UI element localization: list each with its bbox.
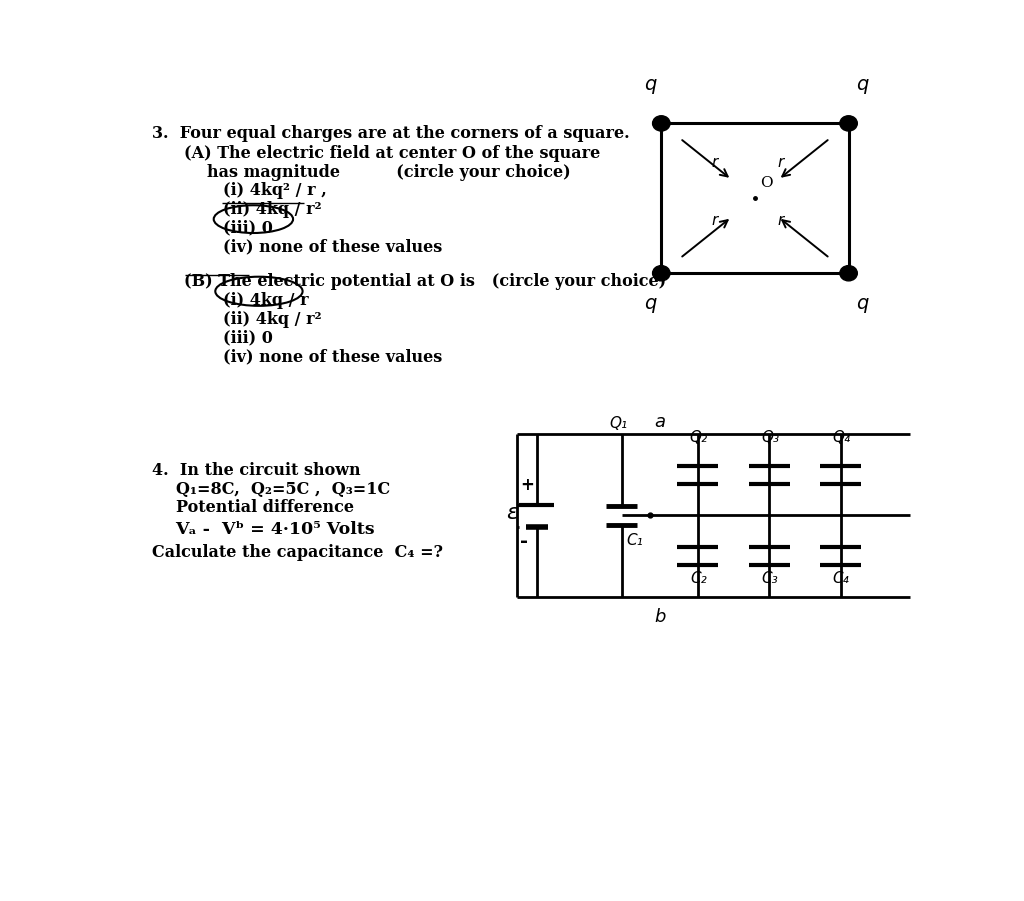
Text: q: q [644,75,656,94]
Circle shape [652,115,670,131]
Text: r: r [712,155,718,170]
Text: Calculate the capacitance  C₄ =?: Calculate the capacitance C₄ =? [152,544,442,560]
Text: (iv) none of these values: (iv) none of these values [223,239,442,256]
Text: b: b [654,607,666,625]
Circle shape [840,115,857,131]
Text: r: r [712,213,718,228]
Text: Vₐ -  Vᵇ = 4·10⁵ Volts: Vₐ - Vᵇ = 4·10⁵ Volts [176,521,375,538]
Text: (ii) 4kq / r²: (ii) 4kq / r² [223,311,322,328]
Text: Q₄: Q₄ [833,430,851,445]
Text: (A) The electric field at center O of the square: (A) The electric field at center O of th… [183,145,600,162]
Text: C₃: C₃ [761,571,778,586]
Text: (i) 4kq² / r ,: (i) 4kq² / r , [223,182,327,199]
Text: 3.  Four equal charges are at the corners of a square.: 3. Four equal charges are at the corners… [152,125,630,142]
Circle shape [840,266,857,281]
Text: (iv) none of these values: (iv) none of these values [223,348,442,365]
Text: O: O [760,177,772,190]
Text: C₂: C₂ [690,571,707,586]
Text: Q₃: Q₃ [761,430,779,445]
Text: -: - [520,532,528,551]
Text: Q₁: Q₁ [609,415,627,431]
Text: q: q [856,295,869,314]
Text: (i) 4kq / r: (i) 4kq / r [223,292,309,309]
Text: C₁: C₁ [627,532,643,548]
Text: r: r [777,213,783,228]
Text: Potential difference: Potential difference [176,499,353,516]
Text: a: a [654,413,666,431]
Text: (iii) 0: (iii) 0 [223,330,273,346]
Text: q: q [856,75,869,94]
Text: Q₂: Q₂ [690,430,708,445]
Text: (ii) 4kq / r²: (ii) 4kq / r² [223,201,322,218]
Text: has magnitude          (circle your choice): has magnitude (circle your choice) [207,164,571,180]
Circle shape [652,266,670,281]
Text: r: r [777,155,783,170]
Text: Q₁=8C,  Q₂=5C ,  Q₃=1C: Q₁=8C, Q₂=5C , Q₃=1C [176,480,390,497]
Text: ε: ε [507,503,518,523]
Text: (iii) 0: (iii) 0 [223,220,273,237]
Text: (B) The electric potential at O is   (circle your choice): (B) The electric potential at O is (circ… [183,273,666,290]
Text: +: + [520,476,534,494]
Text: q: q [644,295,656,314]
Text: 4.  In the circuit shown: 4. In the circuit shown [152,462,360,479]
Text: C₄: C₄ [833,571,850,586]
